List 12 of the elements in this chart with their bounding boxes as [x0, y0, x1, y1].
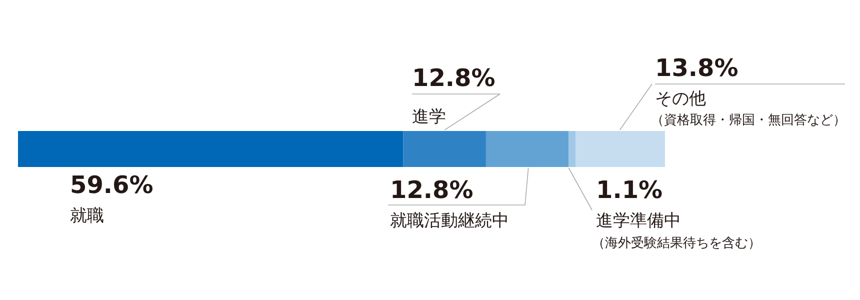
- value-label: 12.8%: [412, 64, 496, 92]
- series-name: その他: [655, 89, 706, 109]
- value-label: 59.6%: [70, 171, 154, 199]
- annotation: （海外受験結果待ちを含む）: [592, 236, 761, 251]
- series-name: 就職活動継続中: [390, 211, 509, 231]
- series-name: 進学準備中: [596, 211, 681, 231]
- value-label: 13.8%: [655, 54, 738, 82]
- annotation: （資格取得・帰国・無回答など）: [651, 113, 846, 128]
- value-label: 12.8%: [390, 176, 474, 204]
- series-name: 進学: [412, 107, 446, 127]
- series-name: 就職: [70, 206, 104, 226]
- value-label: 1.1%: [596, 176, 663, 204]
